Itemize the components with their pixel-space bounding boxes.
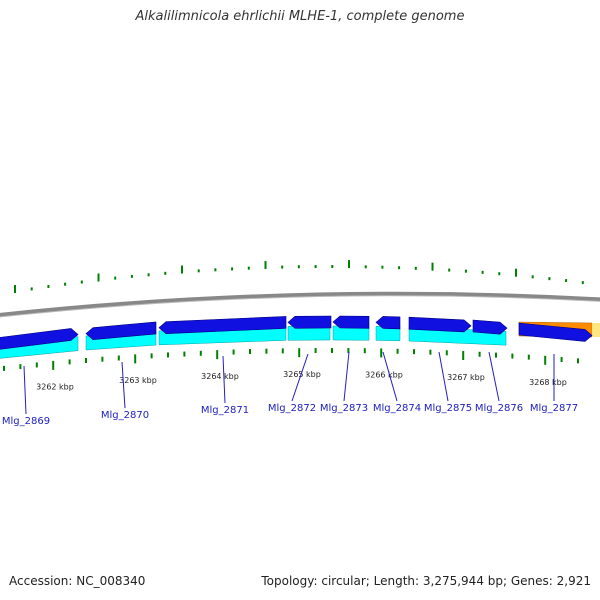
gene-leader-line	[291, 353, 309, 402]
scale-label: 3265 kbp	[283, 370, 321, 379]
gene-leader-line	[438, 351, 449, 402]
forward-gene-arrow	[472, 319, 508, 335]
forward-gene-arrow	[518, 322, 593, 342]
forward-gene-arrow	[0, 328, 79, 350]
scale-labels: 3262 kbp 3263 kbp 3264 kbp 3265 kbp 3266 kbp…	[36, 370, 567, 392]
misc-feature-block	[592, 323, 600, 337]
gene-label[interactable]: Mlg_2875	[424, 403, 472, 414]
gene-label[interactable]: Mlg_2876	[475, 403, 523, 414]
genome-backbone	[0, 291, 600, 318]
forward-gene-arrow	[375, 316, 401, 330]
forward-gene-arrow	[158, 316, 287, 335]
gene-leader-line	[488, 351, 500, 402]
gene-label[interactable]: Mlg_2872	[268, 403, 316, 414]
gene-label[interactable]: Mlg_2871	[201, 405, 249, 416]
map-title: Alkalilimnicola ehrlichii MLHE-1, comple…	[135, 9, 465, 24]
scale-label: 3264 kbp	[201, 372, 239, 381]
forward-gene-arrow	[85, 321, 157, 340]
forward-strand-track	[0, 315, 593, 350]
gene-leader-line	[343, 351, 350, 402]
genome-summary-text: Topology: circular; Length: 3,275,944 bp…	[261, 574, 591, 588]
forward-gene-arrow	[332, 315, 370, 329]
forward-gene-arrow	[408, 316, 472, 333]
scale-label: 3262 kbp	[36, 383, 74, 392]
gene-leader-line	[121, 361, 126, 409]
gc-skew-track	[14, 260, 584, 294]
scale-label: 3268 kbp	[529, 378, 567, 387]
scale-ticks	[3, 348, 579, 371]
gene-leader-line	[222, 355, 226, 404]
gene-label[interactable]: Mlg_2874	[373, 403, 421, 414]
gene-label[interactable]: Mlg_2870	[101, 410, 149, 421]
scale-label: 3263 kbp	[119, 376, 157, 385]
gene-leader-line	[382, 351, 398, 402]
backbone-arc-highlight	[0, 295, 600, 318]
gene-leader-line	[23, 365, 27, 415]
scale-label: 3266 kbp	[365, 370, 403, 379]
backbone-arc	[0, 291, 600, 317]
gene-labels: Mlg_2869 Mlg_2870 Mlg_2871 Mlg_2872 Mlg_2873…	[2, 351, 578, 427]
gene-label[interactable]: Mlg_2877	[530, 403, 578, 414]
gene-label[interactable]: Mlg_2869	[2, 416, 50, 427]
scale-label: 3267 kbp	[447, 373, 485, 382]
forward-gene-arrow	[287, 315, 332, 329]
gene-label[interactable]: Mlg_2873	[320, 403, 368, 414]
accession-text: Accession: NC_008340	[9, 574, 146, 588]
